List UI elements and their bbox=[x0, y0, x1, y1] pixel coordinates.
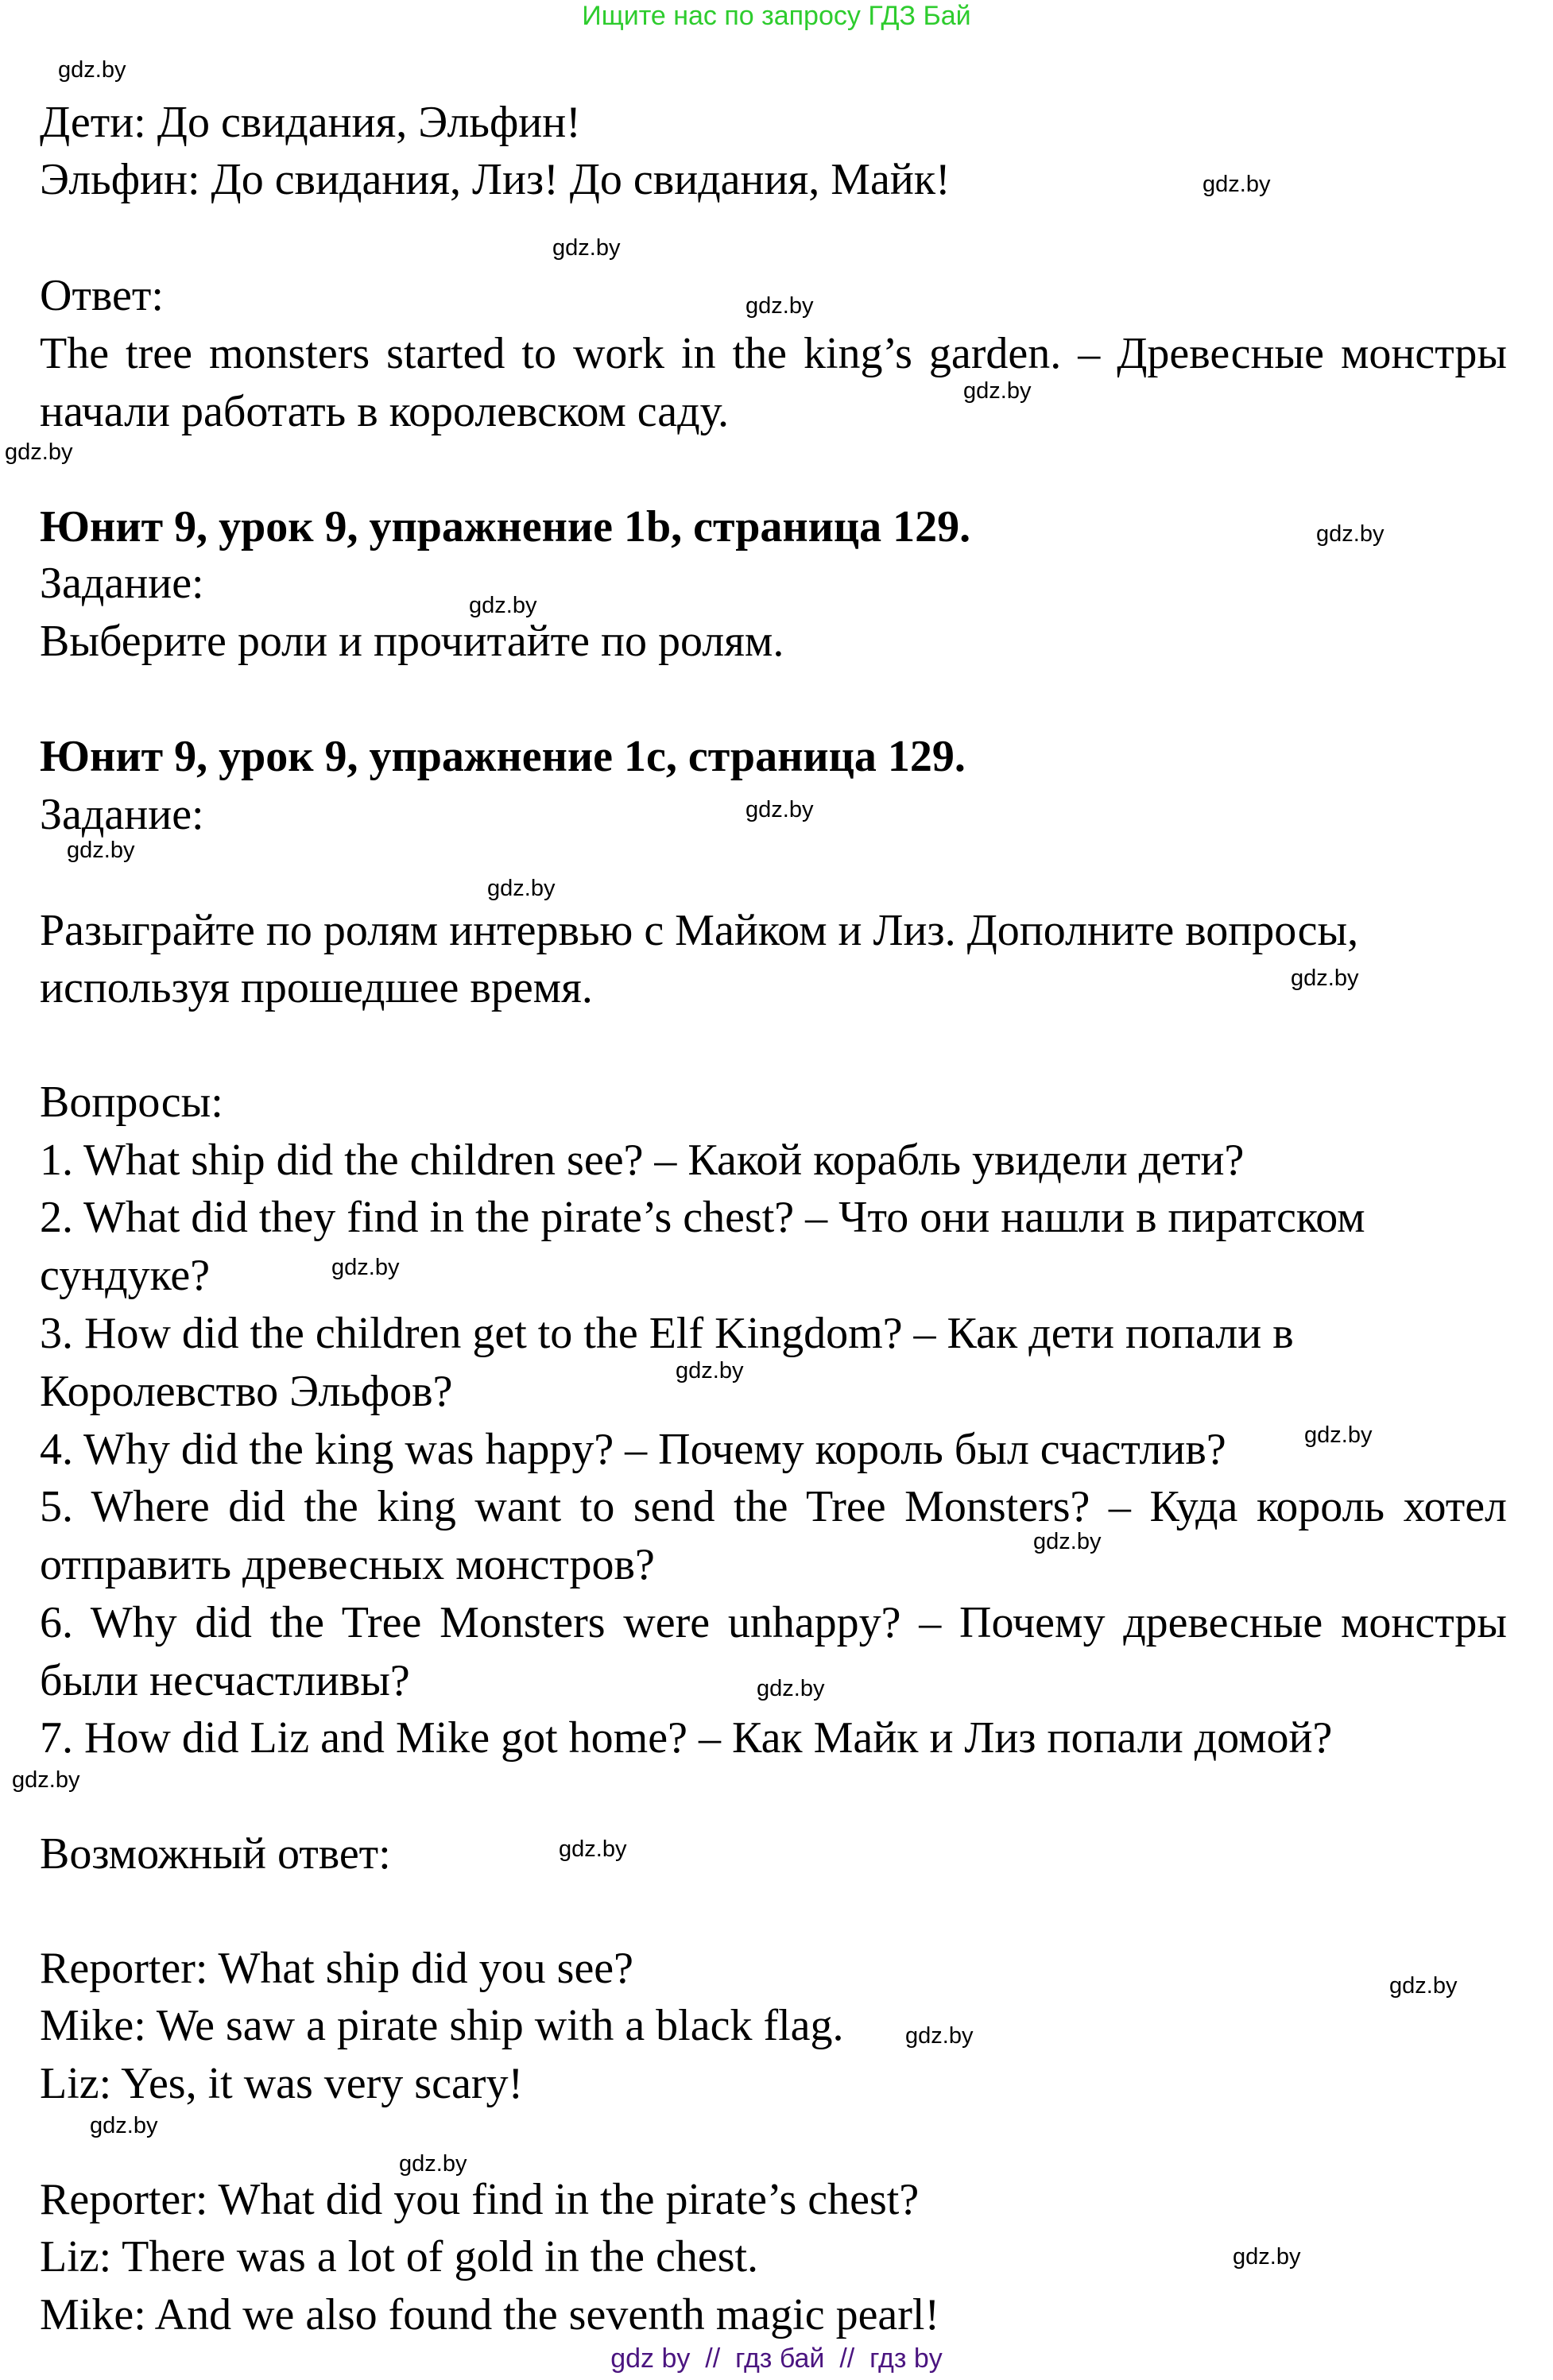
watermark: gdz.by bbox=[90, 2113, 158, 2138]
footer-links: gdz by // гдз бай // гдз by bbox=[610, 2343, 943, 2374]
search-hint-banner: Ищите нас по запросу ГДЗ Бай bbox=[582, 1, 971, 31]
text-line: используя прошедшее время. bbox=[40, 963, 593, 1012]
dialogue-line: Liz: There was a lot of gold in the ches… bbox=[40, 2232, 759, 2281]
question-line: сундуке? bbox=[40, 1251, 211, 1300]
questions-label: Вопросы: bbox=[40, 1078, 223, 1127]
watermark: gdz.by bbox=[469, 593, 537, 618]
watermark: gdz.by bbox=[1291, 966, 1359, 991]
question-line: были несчастливы? bbox=[40, 1656, 410, 1705]
watermark: gdz.by bbox=[676, 1358, 744, 1383]
question-line: 3. How did the children get to the Elf K… bbox=[40, 1309, 1294, 1358]
watermark: gdz.by bbox=[331, 1255, 400, 1280]
exercise-heading: Юнит 9, урок 9, упражнение 1c, страница … bbox=[40, 732, 966, 781]
watermark: gdz.by bbox=[58, 57, 126, 83]
exercise-heading: Юнит 9, урок 9, упражнение 1b, страница … bbox=[40, 502, 971, 551]
watermark: gdz.by bbox=[559, 1836, 627, 1862]
dialogue-line: Mike: We saw a pirate ship with a black … bbox=[40, 2001, 844, 2050]
dialogue-line: Reporter: What ship did you see? bbox=[40, 1944, 634, 1993]
question-line: Королевство Эльфов? bbox=[40, 1367, 453, 1416]
watermark: gdz.by bbox=[487, 876, 556, 901]
watermark: gdz.by bbox=[1316, 521, 1385, 547]
task-label: Задание: bbox=[40, 790, 204, 839]
text-line: Выберите роли и прочитайте по ролям. bbox=[40, 617, 784, 666]
text-line: начали работать в королевском саду. bbox=[40, 387, 730, 436]
question-line: 5. Where did the king want to send the T… bbox=[40, 1482, 1507, 1531]
watermark: gdz.by bbox=[757, 1676, 825, 1701]
watermark: gdz.by bbox=[905, 2023, 974, 2049]
watermark: gdz.by bbox=[67, 838, 135, 863]
dialogue-line: Reporter: What did you find in the pirat… bbox=[40, 2175, 920, 2224]
question-line: отправить древесных монстров? bbox=[40, 1540, 655, 1589]
watermark: gdz.by bbox=[5, 439, 73, 465]
question-line: 7. How did Liz and Mike got home? – Как … bbox=[40, 1713, 1333, 1763]
watermark: gdz.by bbox=[1033, 1529, 1102, 1554]
watermark: gdz.by bbox=[399, 2151, 467, 2177]
watermark: gdz.by bbox=[12, 1767, 80, 1793]
answer-label: Ответ: bbox=[40, 271, 164, 320]
task-label: Задание: bbox=[40, 559, 204, 608]
text-line: Разыграйте по ролям интервью с Майком и … bbox=[40, 906, 1359, 955]
question-line: 1. What ship did the children see? – Как… bbox=[40, 1136, 1245, 1185]
text-line: Дети: До свидания, Эльфин! bbox=[40, 98, 581, 147]
watermark: gdz.by bbox=[1203, 172, 1271, 197]
question-line: 2. What did they find in the pirate’s ch… bbox=[40, 1193, 1365, 1242]
text-line: Эльфин: До свидания, Лиз! До свидания, М… bbox=[40, 155, 951, 204]
possible-answer-label: Возможный ответ: bbox=[40, 1829, 391, 1879]
dialogue-line: Mike: And we also found the seventh magi… bbox=[40, 2290, 940, 2339]
text-line: The tree monsters started to work in the… bbox=[40, 329, 1507, 378]
watermark: gdz.by bbox=[1304, 1422, 1373, 1448]
question-line: 4. Why did the king was happy? – Почему … bbox=[40, 1425, 1226, 1474]
question-line: 6. Why did the Tree Monsters were unhapp… bbox=[40, 1598, 1507, 1647]
watermark: gdz.by bbox=[1389, 1973, 1458, 1999]
watermark: gdz.by bbox=[746, 293, 814, 319]
watermark: gdz.by bbox=[963, 378, 1032, 404]
dialogue-line: Liz: Yes, it was very scary! bbox=[40, 2059, 524, 2108]
watermark: gdz.by bbox=[746, 797, 814, 822]
watermark: gdz.by bbox=[1233, 2244, 1301, 2270]
watermark: gdz.by bbox=[552, 235, 621, 261]
